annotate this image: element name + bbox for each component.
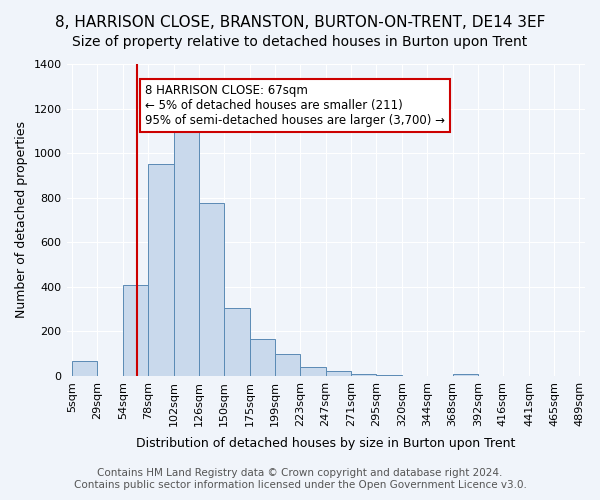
Text: 8 HARRISON CLOSE: 67sqm
← 5% of detached houses are smaller (211)
95% of semi-de: 8 HARRISON CLOSE: 67sqm ← 5% of detached… xyxy=(145,84,445,127)
Bar xyxy=(250,339,275,376)
Bar xyxy=(199,203,224,376)
Bar xyxy=(275,354,301,376)
Bar xyxy=(376,375,402,376)
Bar xyxy=(452,374,478,376)
Bar xyxy=(224,308,250,376)
Bar xyxy=(173,131,199,376)
Bar xyxy=(123,284,148,376)
X-axis label: Distribution of detached houses by size in Burton upon Trent: Distribution of detached houses by size … xyxy=(136,437,515,450)
Bar xyxy=(72,362,97,376)
Y-axis label: Number of detached properties: Number of detached properties xyxy=(15,122,28,318)
Bar xyxy=(326,372,351,376)
Bar xyxy=(148,164,173,376)
Bar xyxy=(301,367,326,376)
Text: Size of property relative to detached houses in Burton upon Trent: Size of property relative to detached ho… xyxy=(73,35,527,49)
Bar xyxy=(351,374,376,376)
Text: 8, HARRISON CLOSE, BRANSTON, BURTON-ON-TRENT, DE14 3EF: 8, HARRISON CLOSE, BRANSTON, BURTON-ON-T… xyxy=(55,15,545,30)
Text: Contains HM Land Registry data © Crown copyright and database right 2024.
Contai: Contains HM Land Registry data © Crown c… xyxy=(74,468,526,490)
